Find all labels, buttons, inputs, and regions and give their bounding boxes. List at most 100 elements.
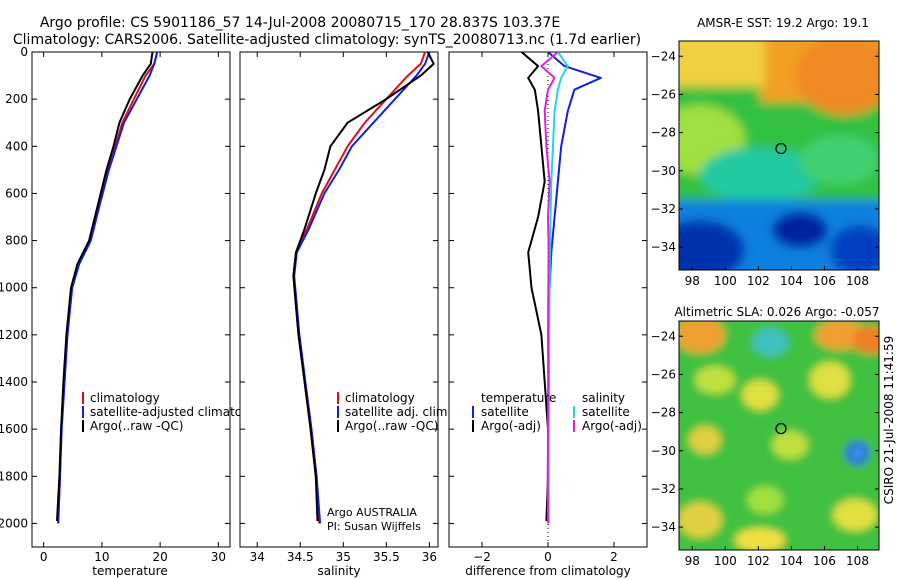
x-tick-label: 102 <box>747 274 770 288</box>
x-tick-label: 0 <box>40 550 48 564</box>
salinity-lines <box>292 52 435 524</box>
y-tick-label: −24 <box>651 329 676 343</box>
x-tick-label: 30 <box>211 550 226 564</box>
legend-label-climatology: climatology <box>345 391 415 405</box>
x-tick-label: 100 <box>714 274 737 288</box>
x-tick-label: −2 <box>473 550 491 564</box>
x-tick-label: 106 <box>813 554 836 568</box>
x-tick-label: 100 <box>714 554 737 568</box>
y-tick-label: 1000 <box>0 281 28 295</box>
legend-label-climatology: climatology <box>90 391 160 405</box>
x-tick-label: 35.5 <box>373 550 400 564</box>
legend-label-temp-argo: Argo(-adj) <box>481 419 541 433</box>
salinity-panel: 34 34.5 35 35.5 36 salinity climatology sate… <box>239 51 451 578</box>
x-tick-label: 102 <box>747 554 770 568</box>
x-tick-label: 104 <box>780 274 803 288</box>
argo-float-marker <box>775 142 787 155</box>
legend-title-salinity: salinity <box>582 391 625 405</box>
altimetric-sla-y-ticks: −24 −26 −28 −30 −32 −34 <box>651 329 879 534</box>
amsr-sst-map: AMSR-E SST: 19.2 Argo: 19.1 −24 −26 −28 −30… <box>651 16 880 288</box>
x-tick-label: 98 <box>685 274 700 288</box>
legend-label-sal-argo: Argo(-adj) <box>582 419 642 433</box>
temperature-legend: climatology satellite-adjusted climatolo… <box>82 391 268 433</box>
x-tick-label: 34 <box>250 550 265 564</box>
x-tick-label: 108 <box>846 554 869 568</box>
y-tick-label: 600 <box>5 186 28 200</box>
y-tick-label: 1600 <box>0 422 28 436</box>
argo-float-marker <box>775 422 787 435</box>
x-tick-label: 10 <box>94 550 109 564</box>
y-tick-label: 1800 <box>0 469 28 483</box>
temperature-xlabel: temperature <box>92 564 167 578</box>
salinity-x-ticks: 34 34.5 35 35.5 36 <box>250 52 437 564</box>
x-tick-label: 0 <box>544 550 552 564</box>
amsr-sst-title: AMSR-E SST: 19.2 Argo: 19.1 <box>697 16 869 30</box>
temperature-x-ticks: 0 10 20 30 <box>40 52 226 564</box>
temperature-axes-frame <box>31 51 231 548</box>
x-tick-label: 108 <box>846 274 869 288</box>
y-tick-label: 400 <box>5 139 28 153</box>
difference-panel: −2 0 2 difference from climatology tempera… <box>448 51 648 578</box>
y-tick-label: 1200 <box>0 328 28 342</box>
salinity-xlabel: salinity <box>317 564 360 578</box>
legend-label-temp-satellite: satellite <box>481 405 529 419</box>
salinity-axes-frame <box>239 51 439 548</box>
temperature-lines <box>56 52 159 524</box>
figure-title-line2: Climatology: CARS2006. Satellite-adjuste… <box>13 32 641 48</box>
difference-x-ticks: −2 0 2 <box>473 52 618 564</box>
x-tick-label: 98 <box>685 554 700 568</box>
y-tick-label: −26 <box>651 367 676 381</box>
difference-y-ticks <box>449 51 647 524</box>
legend-label-satellite-adjusted: satellite-adjusted climatology <box>90 405 268 419</box>
y-tick-label: −26 <box>651 87 676 101</box>
x-tick-label: 2 <box>610 550 618 564</box>
y-tick-label: −24 <box>651 49 676 63</box>
altimetric-sla-title: Altimetric SLA: 0.026 Argo: -0.057 <box>674 305 879 319</box>
amsr-sst-y-ticks: −24 −26 −28 −30 −32 −34 <box>651 49 879 254</box>
salinity-legend: climatology satellite adj. clim. Argo(..… <box>337 391 451 433</box>
legend-label-sal-satellite: satellite <box>582 405 630 419</box>
x-tick-label: 20 <box>152 550 167 564</box>
x-tick-label: 104 <box>780 554 803 568</box>
altimetric-sla-map: Altimetric SLA: 0.026 Argo: -0.057 <box>651 305 880 568</box>
y-tick-label: 2000 <box>0 516 28 530</box>
figure-title-line1: Argo profile: CS 5901186_57 14-Jul-2008 … <box>40 15 560 31</box>
temperature-panel: 0 200 400 600 800 1000 1200 1400 1600 1800 2000 0 1… <box>0 45 268 578</box>
y-tick-label: 800 <box>5 234 28 248</box>
altimetric-sla-frame <box>678 320 880 551</box>
series-line-temperature-argo-adj- <box>520 52 549 522</box>
legend-label-satellite-adj: satellite adj. clim. <box>345 405 451 419</box>
x-tick-label: 106 <box>813 274 836 288</box>
pi-label: PI: Susan Wijffels <box>327 520 421 533</box>
argo-program-label: Argo AUSTRALIA <box>327 506 417 519</box>
y-tick-label: −30 <box>651 444 676 458</box>
y-tick-label: 1400 <box>0 375 28 389</box>
legend-title-temperature: temperature <box>481 391 556 405</box>
legend-label-argo: Argo(..raw -QC) <box>345 419 438 433</box>
y-tick-label: −28 <box>651 126 676 140</box>
y-tick-label: 0 <box>20 45 28 59</box>
amsr-sst-field <box>679 41 879 270</box>
legend-label-argo: Argo(..raw -QC) <box>90 419 183 433</box>
salinity-y-ticks <box>240 51 438 524</box>
difference-legend-salinity: salinity satellite Argo(-adj) <box>573 391 642 433</box>
altimetric-sla-field <box>679 321 879 550</box>
y-tick-label: −34 <box>651 240 676 254</box>
difference-legend-temperature: temperature satellite Argo(-adj) <box>472 391 556 433</box>
y-tick-label: −32 <box>651 202 676 216</box>
amsr-sst-frame <box>678 40 880 271</box>
y-tick-label: −32 <box>651 482 676 496</box>
altimetric-sla-x-ticks: 98 100 102 104 106 108 <box>685 546 869 568</box>
difference-lines <box>520 52 602 524</box>
y-tick-label: −30 <box>651 164 676 178</box>
x-tick-label: 35 <box>336 550 351 564</box>
x-tick-label: 36 <box>422 550 437 564</box>
temperature-y-ticks: 0 200 400 600 800 1000 1200 1400 1600 1800 2000 <box>0 45 230 530</box>
series-line-argo-raw-qc- <box>56 52 154 522</box>
series-line-salinity-argo-adj- <box>540 52 559 524</box>
timestamp-side-note: CSIRO 21-Jul-2008 11:41:59 <box>882 336 896 504</box>
series-line-argo-raw-qc- <box>292 52 435 522</box>
x-tick-label: 34.5 <box>287 550 314 564</box>
amsr-sst-x-ticks: 98 100 102 104 106 108 <box>685 266 869 288</box>
